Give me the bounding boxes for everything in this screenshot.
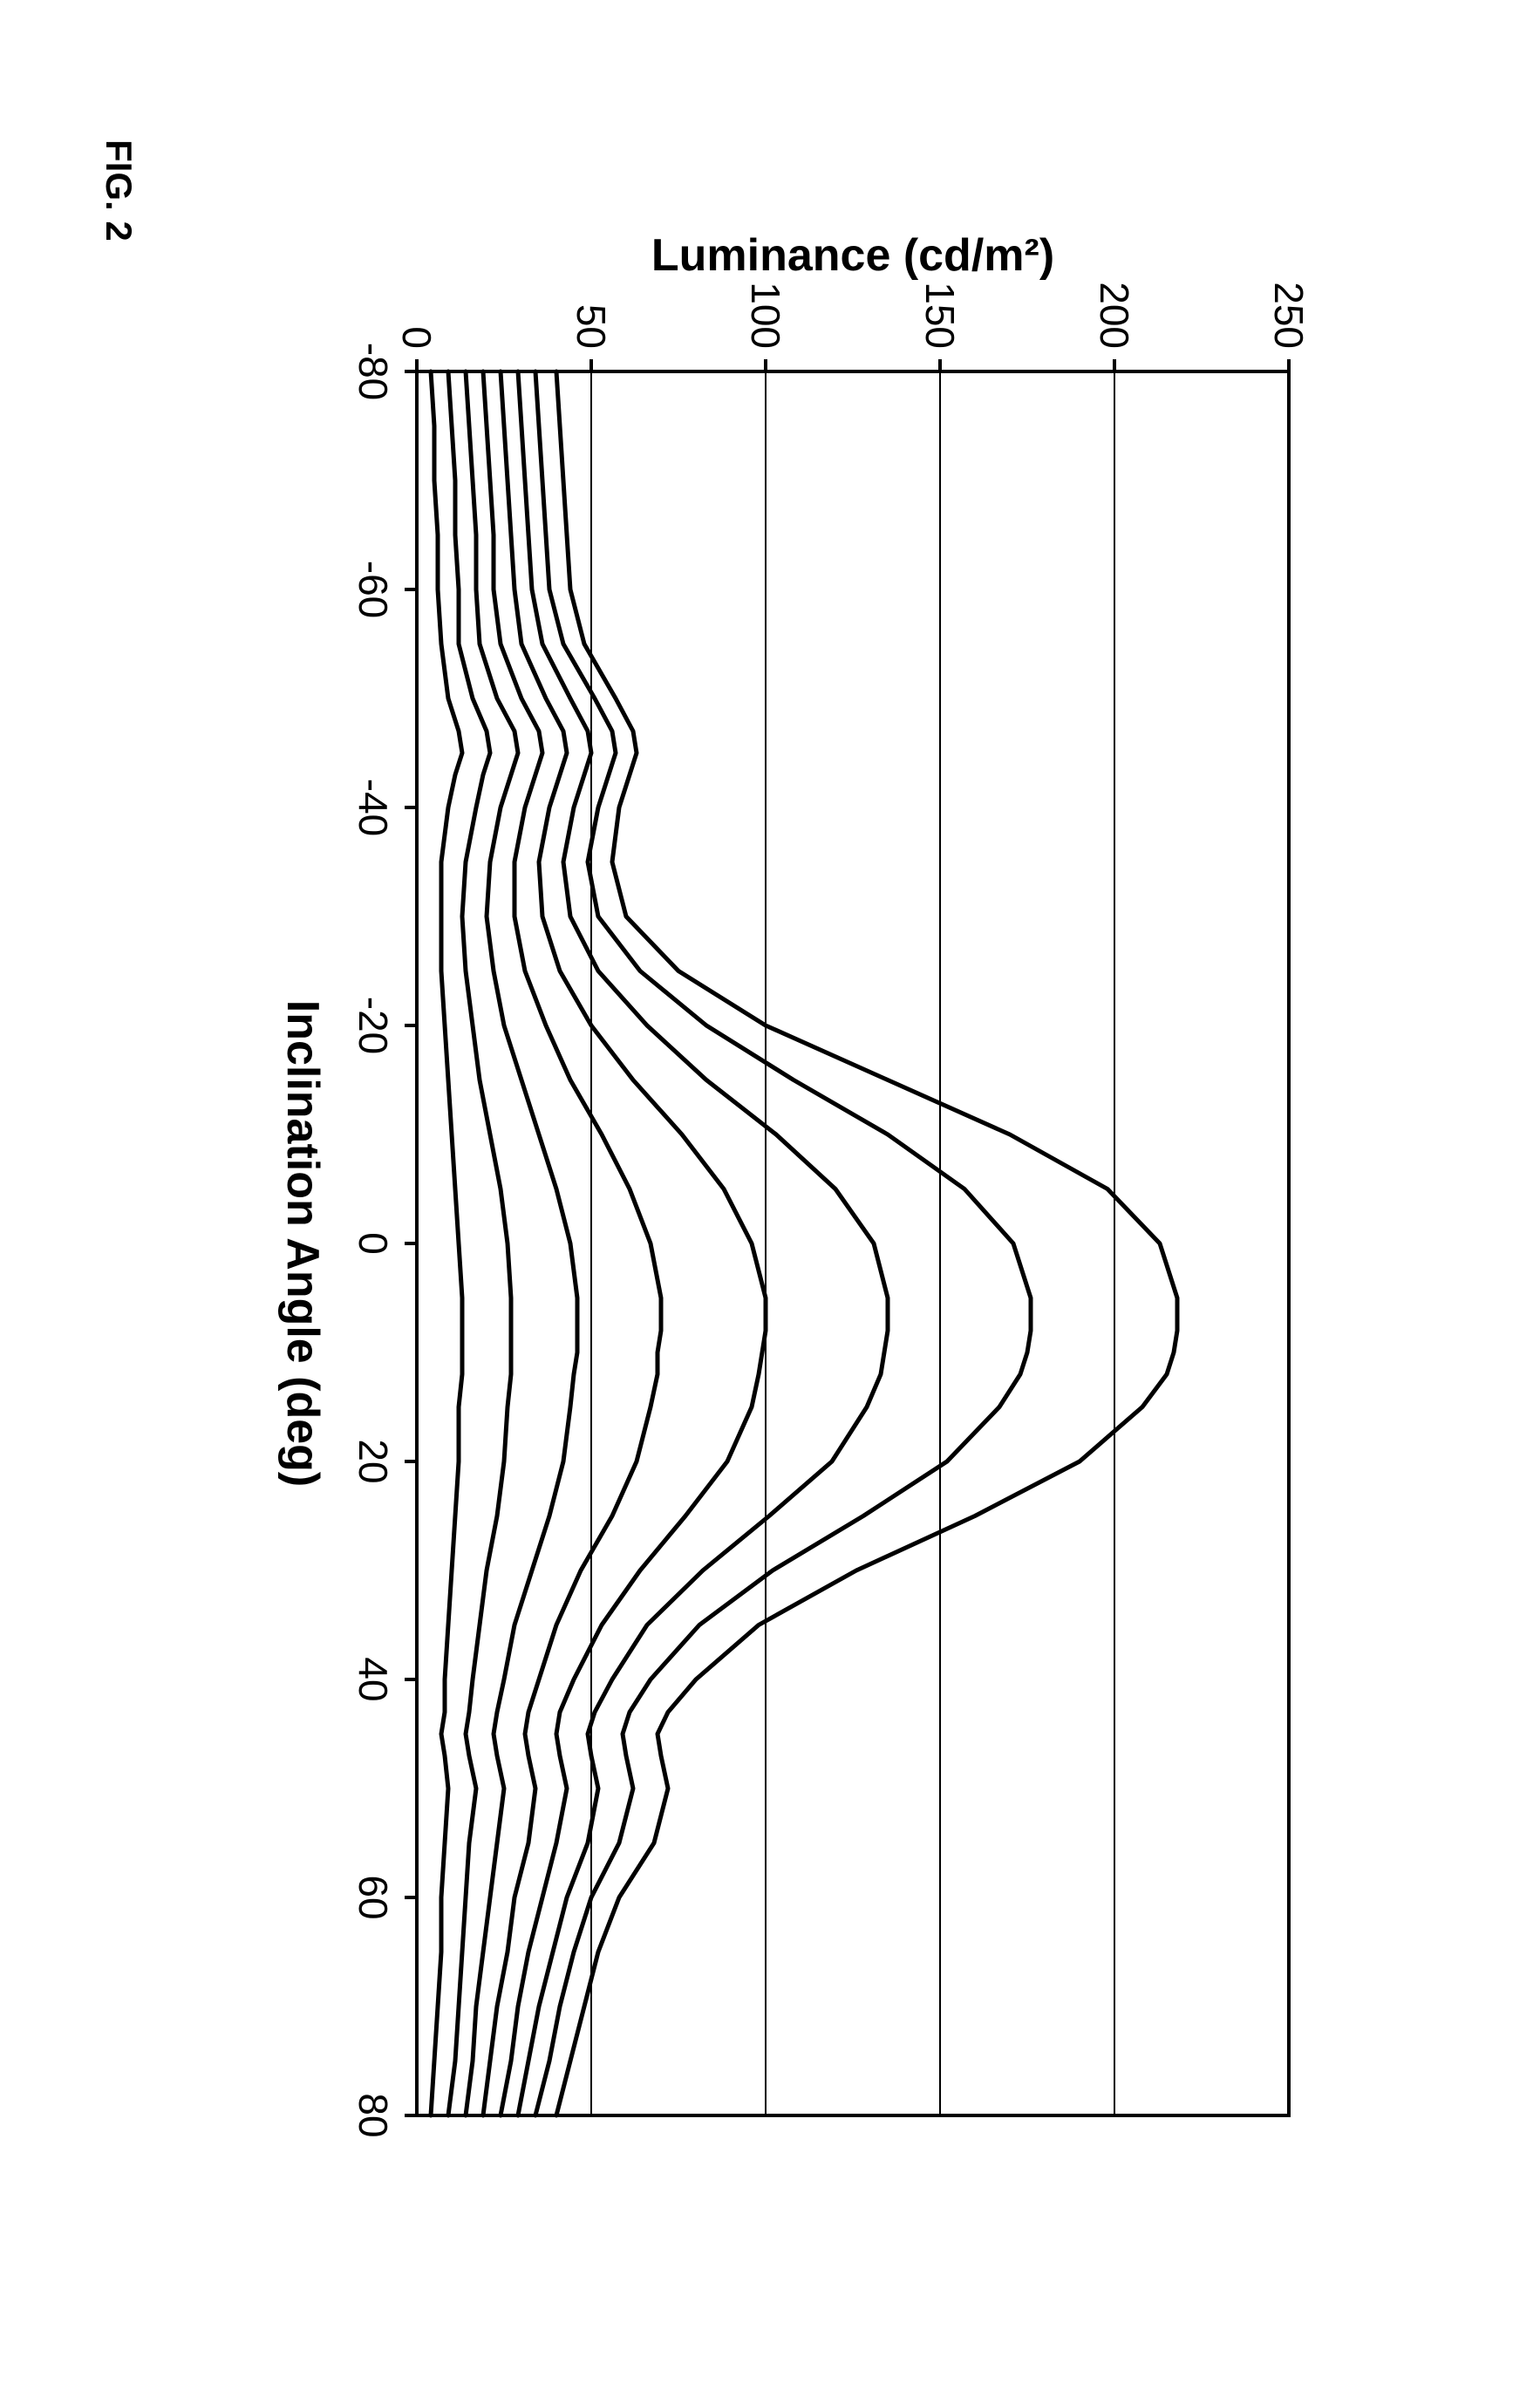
- figure-label: FIG. 2: [98, 140, 140, 242]
- y-tick-label: 250: [1266, 282, 1312, 349]
- luminance-chart: -80 -60 -40 -20 0 20 40 60 80 0 50 100 150 200 250 Incl…: [181, 171, 1359, 2220]
- y-axis-label: Luminance (cd/m²): [651, 230, 1054, 281]
- page: FIG. 2 -80 -60 -40 -20 0 20 40 60 80 0 50 100 150 200…: [0, 0, 1540, 2391]
- y-tick-label: 100: [743, 282, 788, 349]
- y-tick-label: 50: [569, 304, 614, 349]
- x-tick-label: -40: [351, 779, 396, 836]
- x-tick-label: 20: [351, 1439, 396, 1483]
- x-tick-label: -60: [351, 561, 396, 618]
- x-tick-label: 0: [351, 1232, 396, 1255]
- x-tick-label: -20: [351, 997, 396, 1054]
- chart-container: -80 -60 -40 -20 0 20 40 60 80 0 50 100 150 200 250 Incl…: [181, 171, 1359, 2220]
- x-tick-label: 80: [351, 2093, 396, 2137]
- x-tick-label: -80: [351, 343, 396, 400]
- y-tick-label: 150: [917, 282, 963, 349]
- y-tick-label: 200: [1092, 282, 1137, 349]
- y-tick-label: 0: [394, 326, 440, 349]
- x-axis-label: Inclination Angle (deg): [277, 1000, 328, 1488]
- x-tick-label: 40: [351, 1657, 396, 1701]
- x-tick-label: 60: [351, 1875, 396, 1919]
